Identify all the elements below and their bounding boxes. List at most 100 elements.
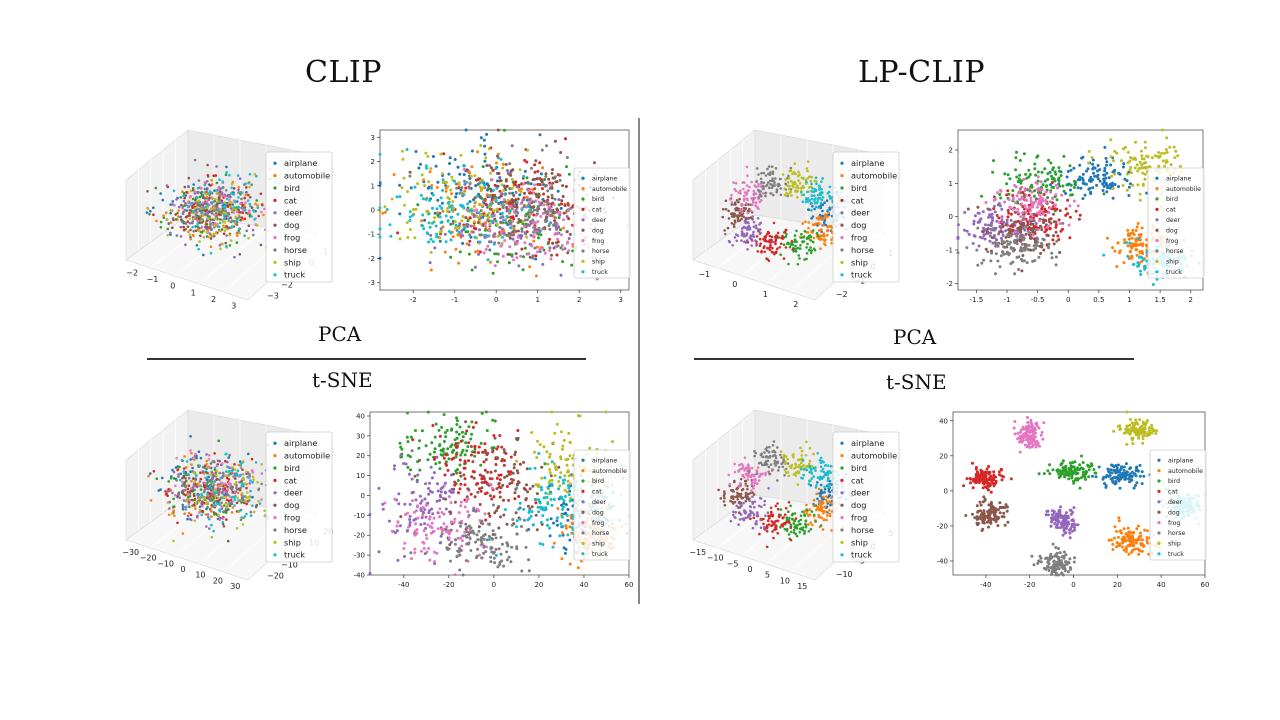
point-deer xyxy=(201,465,205,469)
point-automobile xyxy=(528,265,532,269)
point-automobile xyxy=(454,247,458,251)
point-frog xyxy=(452,520,456,524)
point-deer xyxy=(188,221,192,225)
point-horse xyxy=(220,192,224,196)
point-frog xyxy=(442,522,446,526)
point-cat xyxy=(459,482,463,486)
point-deer xyxy=(415,480,419,484)
point-dog xyxy=(224,241,228,245)
point-truck xyxy=(237,499,240,502)
point-horse xyxy=(553,197,557,201)
point-horse xyxy=(211,488,215,491)
point-bird xyxy=(1005,182,1009,186)
point-airplane xyxy=(174,466,178,469)
point-horse xyxy=(510,207,514,211)
point-horse xyxy=(477,529,481,533)
point-deer xyxy=(183,489,186,492)
point-ship xyxy=(487,211,491,215)
point-deer xyxy=(539,203,543,207)
point-ship xyxy=(215,469,219,473)
point-ship xyxy=(378,209,382,213)
point-frog xyxy=(499,244,503,248)
point-dog xyxy=(554,180,558,184)
point-frog xyxy=(260,498,263,501)
point-frog xyxy=(528,201,531,205)
point-dog xyxy=(413,474,417,478)
point-dog xyxy=(538,177,542,180)
point-horse xyxy=(460,186,464,190)
clip-tsne-2d-chart: -40 -20 0 20 40 60-40-30-20-10010203040airpla… xyxy=(354,410,633,589)
point-deer xyxy=(478,228,482,232)
point-horse xyxy=(454,182,458,186)
point-frog xyxy=(201,201,205,205)
point-deer xyxy=(403,502,407,506)
point-deer xyxy=(432,471,436,475)
point-airplane xyxy=(453,158,457,161)
point-truck xyxy=(191,209,195,213)
point-airplane xyxy=(454,195,458,199)
point-dog xyxy=(459,474,463,478)
point-deer xyxy=(471,230,475,234)
point-airplane xyxy=(468,200,472,204)
point-truck xyxy=(567,486,571,490)
legend-marker-cat xyxy=(273,198,277,202)
point-frog xyxy=(526,252,530,256)
point-cat xyxy=(467,459,471,463)
point-deer xyxy=(557,198,561,202)
legend-marker-horse xyxy=(581,531,585,535)
point-ship xyxy=(235,527,239,530)
point-dog xyxy=(499,220,503,224)
point-dog xyxy=(534,192,538,196)
point-deer xyxy=(410,449,414,453)
point-bird xyxy=(525,176,529,180)
point-ship xyxy=(809,179,813,183)
point-airplane xyxy=(227,456,230,459)
point-truck xyxy=(237,196,240,199)
point-horse xyxy=(565,156,569,159)
point-dog xyxy=(182,492,186,496)
point-ship xyxy=(565,490,569,494)
legend-marker-dog xyxy=(581,228,585,232)
point-cat xyxy=(1064,213,1068,217)
point-automobile xyxy=(830,230,834,233)
point-dog xyxy=(195,485,199,488)
point-ship xyxy=(233,483,237,486)
point-airplane xyxy=(483,144,487,148)
point-frog xyxy=(455,529,459,533)
point-ship xyxy=(459,153,463,157)
point-dog xyxy=(201,203,204,207)
point-cat xyxy=(411,438,415,442)
point-bird xyxy=(441,449,445,453)
point-horse xyxy=(757,189,761,193)
point-ship xyxy=(510,186,514,190)
point-bird xyxy=(543,462,547,466)
point-frog xyxy=(419,549,423,553)
clip-divider xyxy=(147,358,586,360)
point-truck xyxy=(544,491,548,495)
point-airplane xyxy=(1081,181,1085,185)
point-truck xyxy=(565,513,569,517)
point-frog xyxy=(462,167,466,171)
point-airplane xyxy=(1083,193,1087,197)
point-truck xyxy=(820,198,824,202)
point-ship xyxy=(193,480,197,484)
legend-label-airplane: airplane xyxy=(284,158,317,168)
point-horse xyxy=(767,172,770,176)
point-bird xyxy=(496,260,499,264)
point-horse xyxy=(468,536,472,540)
point-truck xyxy=(237,227,241,231)
point-deer xyxy=(402,462,406,465)
point-horse xyxy=(558,178,562,182)
point-deer xyxy=(438,498,442,502)
point-horse xyxy=(217,493,220,497)
point-bird xyxy=(461,430,464,434)
point-horse xyxy=(183,208,186,212)
point-bird xyxy=(557,216,561,220)
point-frog xyxy=(440,511,444,514)
point-horse xyxy=(468,186,472,190)
point-cat xyxy=(1055,207,1059,211)
point-cat xyxy=(1006,215,1010,219)
point-airplane xyxy=(1123,177,1127,181)
point-deer xyxy=(505,209,509,213)
point-automobile xyxy=(484,221,488,225)
